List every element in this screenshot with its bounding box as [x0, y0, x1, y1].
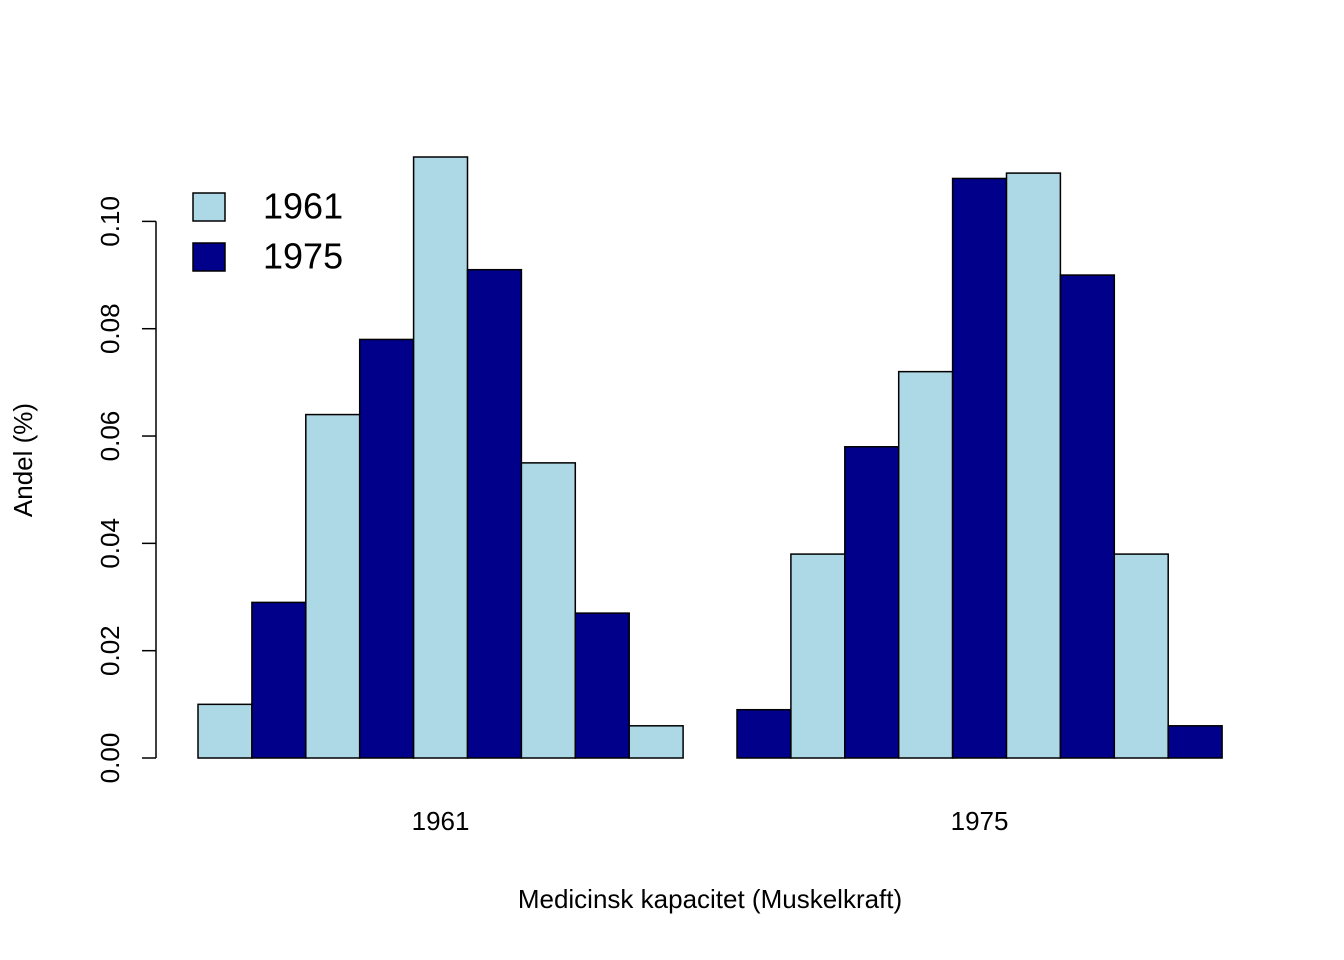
bar: [1113, 553, 1169, 759]
y-tick-label: 0.04: [95, 518, 125, 569]
y-tick-label: 0.06: [95, 411, 125, 462]
legend-label: 1975: [263, 236, 343, 277]
bar: [197, 703, 253, 759]
bar: [574, 612, 630, 759]
bar: [305, 413, 361, 759]
bar: [251, 601, 307, 759]
bar: [844, 446, 900, 759]
bar: [790, 553, 846, 759]
bar: [897, 370, 954, 759]
bar: [1005, 172, 1062, 759]
bar: [520, 462, 577, 759]
legend-label: 1961: [263, 186, 343, 227]
x-axis-label: Medicinsk kapacitet (Muskelkraft): [518, 884, 902, 914]
y-tick-label: 0.00: [95, 733, 125, 784]
bar: [466, 268, 523, 759]
y-tick-label: 0.02: [95, 625, 125, 676]
bar: [1059, 274, 1116, 759]
legend-swatch: [192, 192, 226, 222]
bar: [628, 725, 684, 759]
y-tick-label: 0.10: [95, 196, 125, 247]
bar: [736, 708, 792, 759]
bar: [358, 338, 415, 759]
legend-swatch: [192, 242, 226, 272]
bar: [951, 177, 1008, 759]
y-tick-label: 0.08: [95, 303, 125, 354]
bar: [1167, 725, 1223, 759]
x-tick-label: 1975: [951, 806, 1009, 836]
bar: [412, 156, 469, 759]
x-tick-label: 1961: [412, 806, 470, 836]
y-axis-label: Andel (%): [8, 403, 38, 517]
